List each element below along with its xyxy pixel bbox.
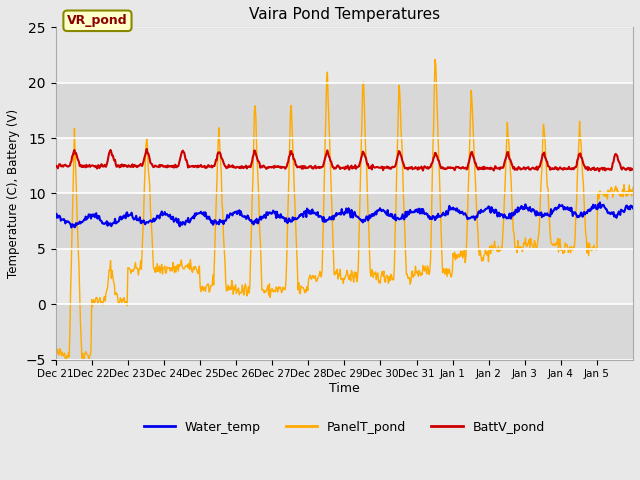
Title: Vaira Pond Temperatures: Vaira Pond Temperatures bbox=[249, 7, 440, 22]
Bar bbox=[56, 27, 633, 83]
Bar bbox=[56, 83, 633, 138]
Bar bbox=[56, 138, 633, 193]
Y-axis label: Temperature (C), Battery (V): Temperature (C), Battery (V) bbox=[7, 109, 20, 278]
Text: VR_pond: VR_pond bbox=[67, 14, 128, 27]
Bar bbox=[56, 304, 633, 360]
Bar bbox=[56, 193, 633, 249]
X-axis label: Time: Time bbox=[329, 382, 360, 395]
Legend: Water_temp, PanelT_pond, BattV_pond: Water_temp, PanelT_pond, BattV_pond bbox=[139, 416, 550, 439]
Bar bbox=[56, 249, 633, 304]
